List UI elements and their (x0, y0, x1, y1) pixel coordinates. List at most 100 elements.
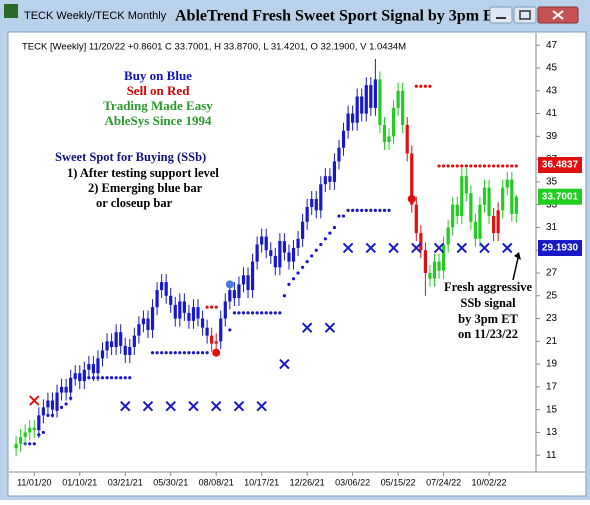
candle-body (328, 176, 332, 182)
candle-body (387, 136, 391, 143)
support-dot (291, 277, 296, 281)
y-tick-label: 27 (546, 268, 558, 279)
resistance-dot (501, 164, 505, 168)
support-dot (232, 311, 236, 315)
candle-body (487, 187, 491, 217)
support-dot (187, 351, 191, 355)
y-tick-label: 15 (546, 404, 558, 415)
resistance-dot (514, 164, 518, 168)
support-dot (191, 351, 196, 355)
support-dot (178, 351, 182, 355)
support-dot (160, 351, 164, 355)
support-dot (255, 311, 259, 315)
x-mark (210, 401, 222, 412)
support-dot (123, 376, 127, 380)
candle-body (273, 255, 277, 268)
candle-body (269, 250, 273, 256)
resistance-dot (487, 164, 491, 168)
candle-body (41, 407, 45, 416)
x-mark (165, 401, 176, 412)
candle-body (37, 415, 41, 431)
x-tick-label: 03/06/22 (335, 477, 370, 487)
support-dot (314, 248, 318, 252)
minimize-button[interactable] (489, 6, 513, 24)
support-dot (246, 311, 250, 315)
candle-body (196, 307, 200, 319)
plot: 1113151719212325272931333537394143454711… (14, 40, 582, 487)
candle-body (210, 335, 214, 344)
x-mark (324, 322, 336, 333)
resistance-dot (496, 164, 500, 168)
x-tick-label: 07/24/22 (426, 477, 461, 487)
candle-body (305, 206, 309, 222)
annotation: 2) Emerging blue bar (88, 181, 203, 195)
candle-body (437, 261, 441, 271)
support-dot (387, 208, 391, 212)
candle-body (373, 79, 377, 108)
x-mark (142, 401, 154, 412)
candle-body (28, 427, 32, 433)
candle-body (187, 312, 191, 321)
price-tag-label: 36.4837 (542, 160, 579, 171)
support-dot (269, 311, 273, 315)
resistance-dot (469, 164, 473, 168)
app-icon (4, 4, 18, 18)
support-dot (369, 208, 373, 212)
quote-header: TECK [Weekly] 11/20/22 +0.8601 C 33.7001… (22, 42, 406, 53)
candle-body (260, 236, 264, 245)
y-tick-label: 43 (546, 85, 558, 96)
y-tick-label: 23 (546, 313, 558, 324)
resistance-dot (210, 305, 214, 309)
support-dot (182, 351, 186, 355)
candle-body (73, 373, 77, 378)
resistance-dot (441, 164, 446, 168)
candle-body (423, 250, 427, 273)
x-tick-label: 08/08/21 (199, 477, 234, 487)
y-tick-label: 33 (546, 199, 558, 210)
resistance-dot (437, 164, 441, 168)
candle-body (510, 179, 514, 214)
resistance-dot (419, 84, 423, 88)
candle-body (255, 244, 259, 262)
candle-body (132, 335, 136, 348)
candle-body (214, 341, 218, 344)
support-dot (28, 442, 32, 446)
candle-body (396, 90, 400, 108)
support-dot (100, 376, 105, 380)
annotation: Buy on Blue (124, 68, 192, 83)
support-dot (296, 271, 300, 275)
x-mark (365, 242, 377, 254)
x-mark (188, 401, 199, 412)
support-dot (228, 328, 232, 332)
x-mark (120, 401, 131, 412)
candle-body (414, 204, 418, 234)
candle-body (64, 386, 68, 393)
support-dot (169, 351, 173, 355)
support-dot (360, 208, 364, 212)
signal-dot (225, 280, 234, 289)
signal-dot (407, 194, 416, 203)
y-tick-label: 21 (546, 336, 558, 347)
candle-body (191, 307, 196, 321)
candle-body (178, 301, 182, 319)
support-dot (273, 311, 277, 315)
candle-body (114, 332, 118, 348)
support-dot (155, 351, 159, 355)
maximize-button[interactable] (513, 6, 537, 24)
candle-body (109, 341, 114, 348)
candle-body (46, 400, 50, 408)
support-dot (196, 351, 200, 355)
resistance-dot (414, 84, 418, 88)
support-dot (128, 376, 132, 380)
support-dot (64, 402, 68, 406)
support-dot (41, 430, 45, 435)
y-tick-label: 39 (546, 131, 558, 142)
candle-body (428, 272, 432, 279)
candle-body (464, 176, 468, 194)
candle-body (364, 85, 368, 114)
candle-body (250, 261, 255, 291)
tab-title[interactable]: TECK Weekly/TECK Monthly (24, 10, 167, 22)
candle-body (287, 252, 291, 262)
support-dot (150, 351, 155, 355)
x-mark (502, 242, 513, 254)
